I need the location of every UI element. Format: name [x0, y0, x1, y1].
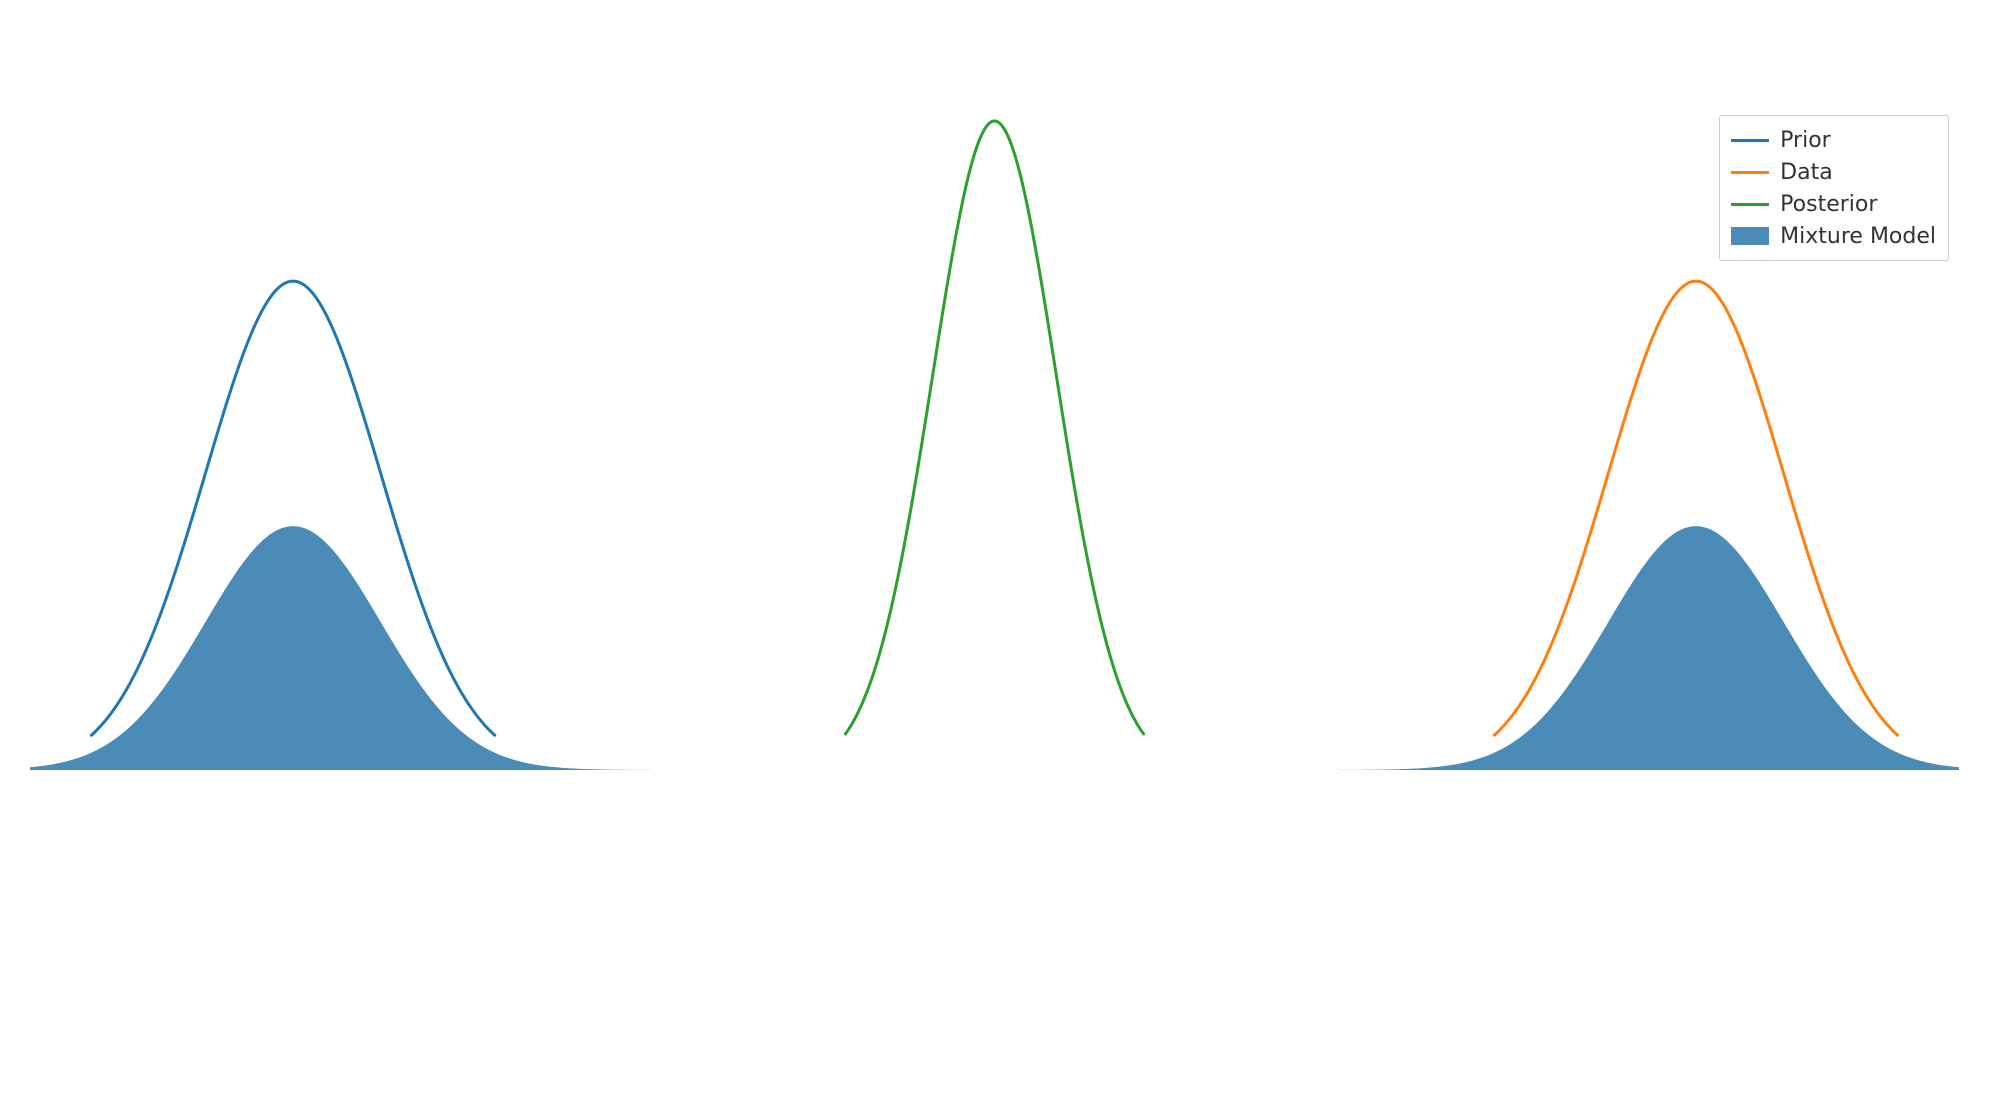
legend-item: Mixture Model	[1730, 220, 1936, 252]
legend-item: Posterior	[1730, 188, 1936, 220]
distribution-chart	[0, 0, 1989, 1105]
legend-patch-swatch	[1731, 227, 1769, 245]
legend-label: Posterior	[1780, 192, 1877, 217]
legend-line-swatch	[1731, 171, 1769, 174]
legend-line-swatch	[1731, 139, 1769, 142]
mixture_left-area	[30, 526, 688, 770]
chart-container: Prior Data Posterior Mixture Model	[0, 0, 1989, 1105]
mixture_right-area	[1301, 526, 1959, 770]
legend: Prior Data Posterior Mixture Model	[1719, 115, 1949, 261]
legend-item: Data	[1730, 156, 1936, 188]
legend-label: Prior	[1780, 128, 1831, 153]
legend-label: Data	[1780, 160, 1833, 185]
legend-label: Mixture Model	[1780, 224, 1936, 249]
posterior-line	[845, 121, 1143, 734]
legend-line-swatch	[1731, 203, 1769, 206]
legend-item: Prior	[1730, 124, 1936, 156]
